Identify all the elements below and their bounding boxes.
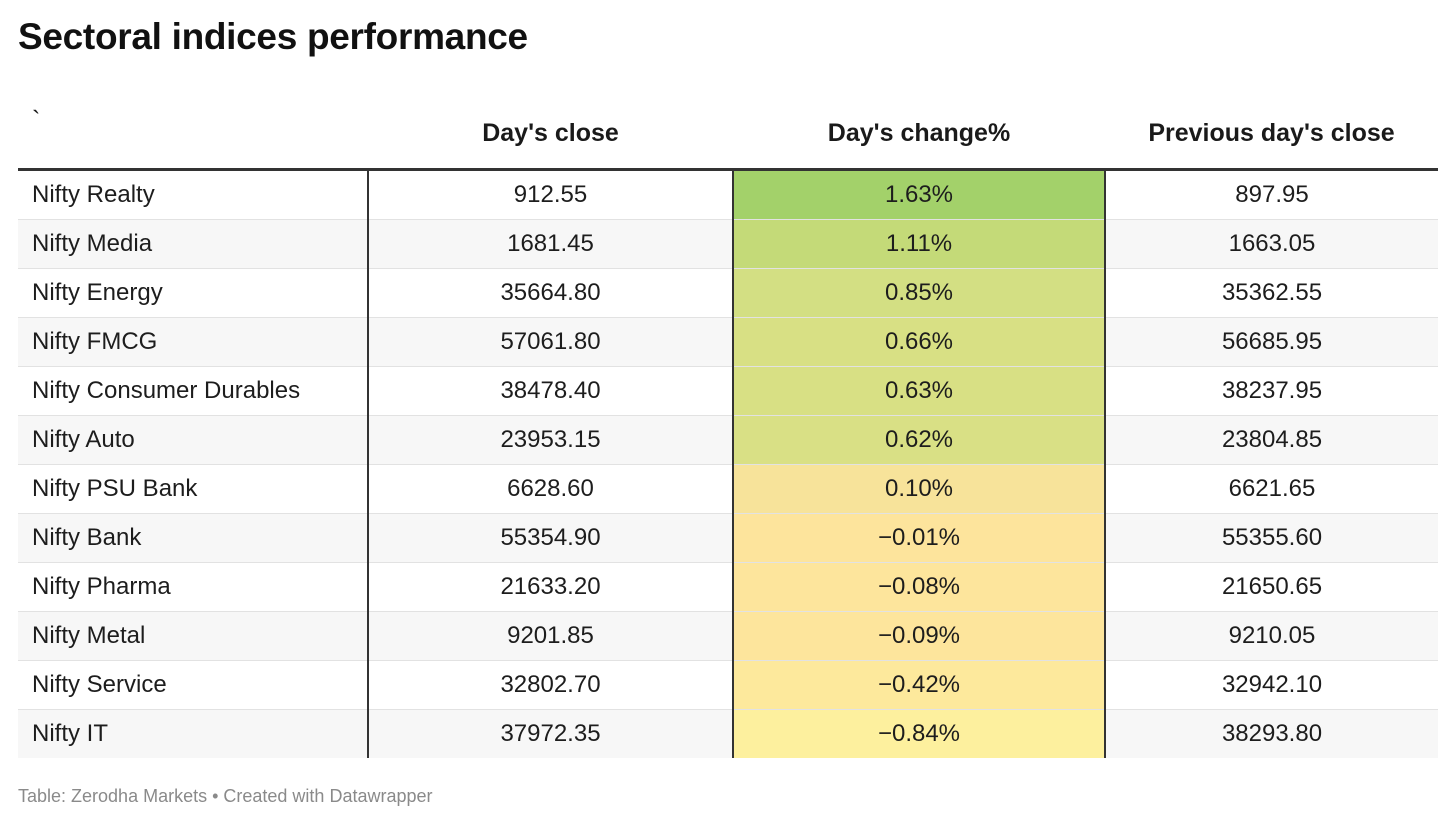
cell-days-change: −0.09% (733, 611, 1106, 661)
table-row: Nifty Metal 9201.85 −0.09% 9210.05 (18, 611, 1438, 661)
cell-days-change: 0.85% (733, 268, 1106, 318)
cell-index-name: Nifty Energy (18, 268, 369, 318)
cell-previous-close: 38237.95 (1105, 366, 1438, 416)
cell-days-change: 1.11% (733, 219, 1106, 269)
cell-days-change: 0.62% (733, 415, 1106, 465)
table-row: Nifty Consumer Durables 38478.40 0.63% 3823… (18, 366, 1438, 416)
cell-days-close: 21633.20 (368, 562, 734, 612)
column-header-days-change[interactable]: Day's change% (733, 98, 1105, 171)
column-header-days-close[interactable]: Day's close (368, 98, 733, 171)
table-row: Nifty Auto 23953.15 0.62% 23804.85 (18, 415, 1438, 465)
cell-days-close: 57061.80 (368, 317, 734, 367)
cell-index-name: Nifty Service (18, 660, 369, 710)
cell-days-change: −0.08% (733, 562, 1106, 612)
column-header-previous-close[interactable]: Previous day's close (1105, 98, 1438, 171)
chart-title: Sectoral indices performance (18, 16, 528, 57)
cell-days-change: 1.63% (733, 169, 1106, 220)
cell-previous-close: 9210.05 (1105, 611, 1438, 661)
table-row: Nifty Energy 35664.80 0.85% 35362.55 (18, 268, 1438, 318)
source-footer: Table: Zerodha Markets • Created with Da… (18, 786, 433, 806)
sectoral-indices-table: ` Day's close Day's change% Previous day… (18, 98, 1438, 758)
cell-previous-close: 35362.55 (1105, 268, 1438, 318)
cell-days-close: 35664.80 (368, 268, 734, 318)
cell-days-change: 0.66% (733, 317, 1106, 367)
cell-index-name: Nifty IT (18, 709, 369, 758)
cell-index-name: Nifty Media (18, 219, 369, 269)
table-header-row: ` Day's close Day's change% Previous day… (18, 98, 1438, 171)
cell-days-close: 1681.45 (368, 219, 734, 269)
cell-previous-close: 21650.65 (1105, 562, 1438, 612)
table-row: Nifty Service 32802.70 −0.42% 32942.10 (18, 660, 1438, 710)
cell-previous-close: 56685.95 (1105, 317, 1438, 367)
cell-previous-close: 23804.85 (1105, 415, 1438, 465)
table-row: Nifty Realty 912.55 1.63% 897.95 (18, 169, 1438, 220)
cell-previous-close: 55355.60 (1105, 513, 1438, 563)
cell-days-close: 37972.35 (368, 709, 734, 758)
table-row: Nifty IT 37972.35 −0.84% 38293.80 (18, 709, 1438, 758)
cell-previous-close: 897.95 (1105, 169, 1438, 220)
cell-days-change: −0.84% (733, 709, 1106, 758)
table-row: Nifty FMCG 57061.80 0.66% 56685.95 (18, 317, 1438, 367)
cell-days-close: 912.55 (368, 169, 734, 220)
cell-days-change: 0.10% (733, 464, 1106, 514)
cell-index-name: Nifty Bank (18, 513, 369, 563)
cell-previous-close: 6621.65 (1105, 464, 1438, 514)
table-row: Nifty Pharma 21633.20 −0.08% 21650.65 (18, 562, 1438, 612)
cell-index-name: Nifty Consumer Durables (18, 366, 369, 416)
cell-previous-close: 1663.05 (1105, 219, 1438, 269)
cell-days-close: 38478.40 (368, 366, 734, 416)
cell-days-change: 0.63% (733, 366, 1106, 416)
cell-previous-close: 32942.10 (1105, 660, 1438, 710)
cell-days-change: −0.42% (733, 660, 1106, 710)
cell-previous-close: 38293.80 (1105, 709, 1438, 758)
cell-index-name: Nifty Metal (18, 611, 369, 661)
cell-index-name: Nifty Auto (18, 415, 369, 465)
table-body: Nifty Realty 912.55 1.63% 897.95 Nifty Media… (18, 169, 1438, 758)
cell-days-close: 23953.15 (368, 415, 734, 465)
cell-days-close: 55354.90 (368, 513, 734, 563)
table-row: Nifty Bank 55354.90 −0.01% 55355.60 (18, 513, 1438, 563)
cell-index-name: Nifty Realty (18, 169, 369, 220)
column-header-name[interactable]: ` (18, 98, 368, 171)
cell-index-name: Nifty FMCG (18, 317, 369, 367)
table-row: Nifty PSU Bank 6628.60 0.10% 6621.65 (18, 464, 1438, 514)
table-row: Nifty Media 1681.45 1.11% 1663.05 (18, 219, 1438, 269)
cell-days-close: 9201.85 (368, 611, 734, 661)
cell-index-name: Nifty PSU Bank (18, 464, 369, 514)
cell-days-close: 32802.70 (368, 660, 734, 710)
cell-days-close: 6628.60 (368, 464, 734, 514)
cell-index-name: Nifty Pharma (18, 562, 369, 612)
cell-days-change: −0.01% (733, 513, 1106, 563)
